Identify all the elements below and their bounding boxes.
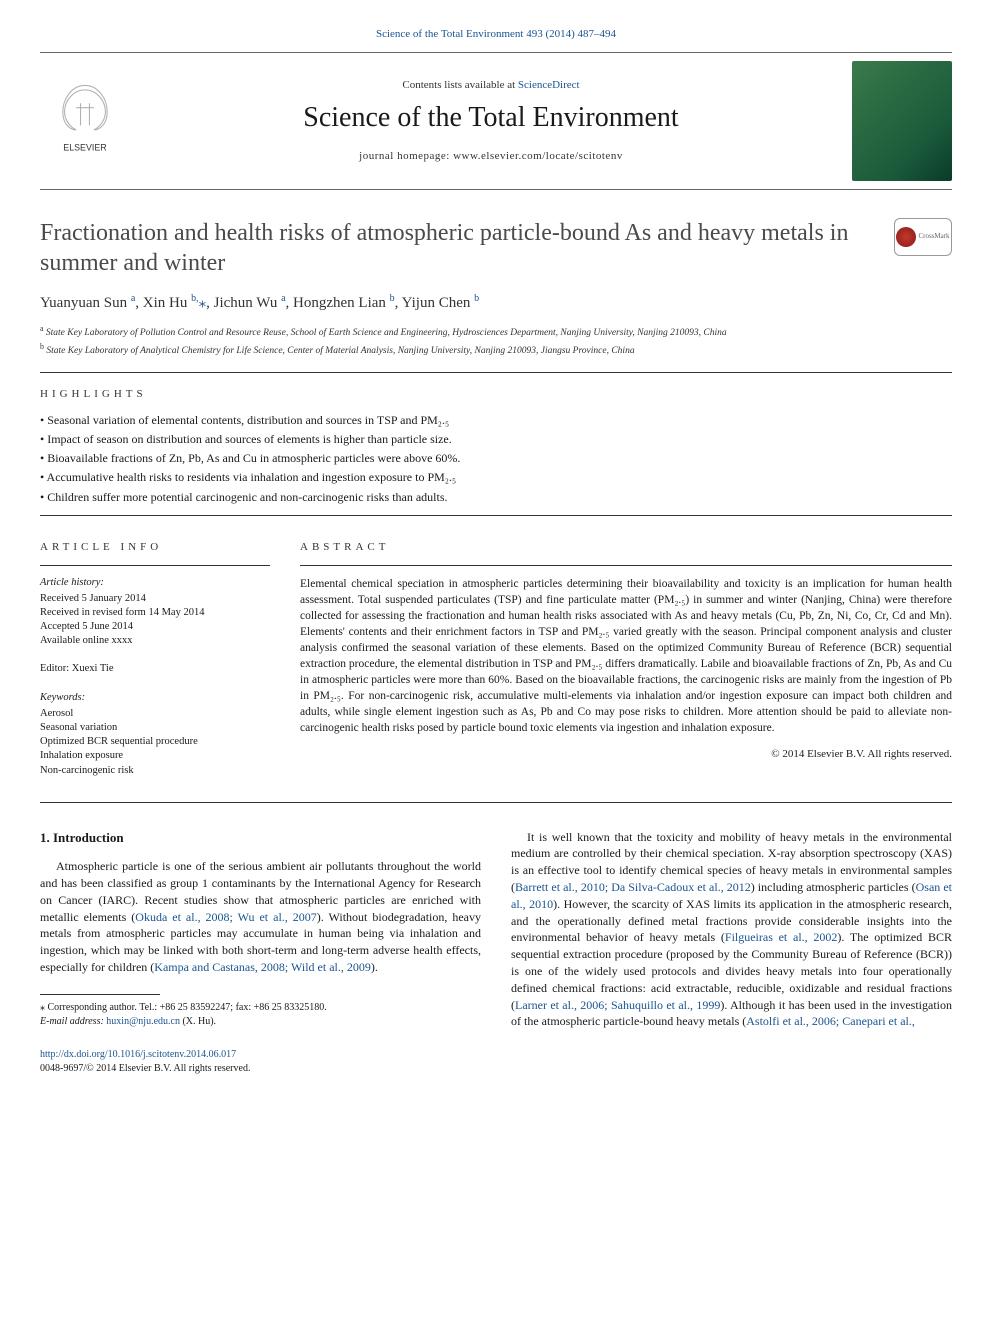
history-line: Available online xxxx xyxy=(40,634,270,648)
title-row: Fractionation and health risks of atmosp… xyxy=(40,218,952,278)
rule xyxy=(300,565,952,566)
email-link[interactable]: huxin@nju.edu.cn xyxy=(106,1016,180,1027)
affiliations: a State Key Laboratory of Pollution Cont… xyxy=(40,323,952,358)
article-history: Article history: Received 5 January 2014… xyxy=(40,576,270,649)
article-info-label: ARTICLE INFO xyxy=(40,540,270,555)
editor-name: Xuexi Tie xyxy=(72,663,114,674)
intro-para-2: It is well known that the toxicity and m… xyxy=(511,829,952,1031)
keywords-block: Keywords: AerosolSeasonal variationOptim… xyxy=(40,691,270,778)
article-info-col: ARTICLE INFO Article history: Received 5… xyxy=(40,526,270,792)
highlight-item: Accumulative health risks to residents v… xyxy=(40,469,952,485)
crossmark-label: CrossMark xyxy=(918,232,949,241)
citation-link[interactable]: Kampa and Castanas, 2008; Wild et al., 2… xyxy=(154,960,371,974)
keyword: Optimized BCR sequential procedure xyxy=(40,735,270,749)
keyword: Inhalation exposure xyxy=(40,749,270,763)
page-header-citation: Science of the Total Environment 493 (20… xyxy=(40,24,952,42)
authors-line: Yuanyuan Sun a, Xin Hu b,⁎, Jichun Wu a,… xyxy=(40,292,952,313)
highlight-item: Children suffer more potential carcinoge… xyxy=(40,489,952,505)
footnote-rule xyxy=(40,994,160,995)
available-prefix: Contents lists available at xyxy=(402,79,517,91)
rule xyxy=(40,565,270,566)
affiliation-line: a State Key Laboratory of Pollution Cont… xyxy=(40,323,952,340)
abstract-copyright: © 2014 Elsevier B.V. All rights reserved… xyxy=(300,747,952,762)
journal-title: Science of the Total Environment xyxy=(130,99,852,137)
journal-cover-thumbnail xyxy=(852,61,952,181)
citation-link[interactable]: Filgueiras et al., 2002 xyxy=(725,930,838,944)
email-line: E-mail address: huxin@nju.edu.cn (X. Hu)… xyxy=(40,1015,481,1029)
keyword: Aerosol xyxy=(40,707,270,721)
corresponding-author-footnote: ⁎ Corresponding author. Tel.: +86 25 835… xyxy=(40,1001,481,1029)
keyword: Non-carcinogenic risk xyxy=(40,764,270,778)
intro-text: ) including atmospheric particles ( xyxy=(751,880,916,894)
history-line: Accepted 5 June 2014 xyxy=(40,620,270,634)
issn-copyright: 0048-9697/© 2014 Elsevier B.V. All right… xyxy=(40,1062,952,1076)
homepage-prefix: journal homepage: xyxy=(359,150,453,162)
crossmark-badge[interactable]: CrossMark xyxy=(894,218,952,256)
abstract-text: Elemental chemical speciation in atmosph… xyxy=(300,576,952,737)
intro-heading: 1. Introduction xyxy=(40,829,481,847)
doi-link[interactable]: http://dx.doi.org/10.1016/j.scitotenv.20… xyxy=(40,1049,236,1060)
sciencedirect-link[interactable]: ScienceDirect xyxy=(518,79,580,91)
keyword: Seasonal variation xyxy=(40,721,270,735)
body-col-left: 1. Introduction Atmospheric particle is … xyxy=(40,829,481,1031)
header-center: Contents lists available at ScienceDirec… xyxy=(130,78,852,163)
journal-homepage: journal homepage: www.elsevier.com/locat… xyxy=(130,149,852,164)
citation-link[interactable]: Barrett et al., 2010; Da Silva-Cadoux et… xyxy=(515,880,751,894)
rule xyxy=(40,372,952,373)
corr-line: ⁎ Corresponding author. Tel.: +86 25 835… xyxy=(40,1001,481,1015)
rule xyxy=(40,802,952,803)
intro-text: ). xyxy=(371,960,378,974)
highlight-item: Seasonal variation of elemental contents… xyxy=(40,412,952,428)
citation-link[interactable]: Science of the Total Environment 493 (20… xyxy=(376,28,616,40)
page-footer: http://dx.doi.org/10.1016/j.scitotenv.20… xyxy=(40,1048,952,1075)
citation-link[interactable]: Astolfi et al., 2006; Canepari et al., xyxy=(746,1014,915,1028)
info-abstract-row: ARTICLE INFO Article history: Received 5… xyxy=(40,526,952,792)
citation-link[interactable]: Okuda et al., 2008; Wu et al., 2007 xyxy=(135,910,317,924)
history-line: Received 5 January 2014 xyxy=(40,592,270,606)
editor-block: Editor: Xuexi Tie xyxy=(40,662,270,676)
affiliation-line: b State Key Laboratory of Analytical Che… xyxy=(40,341,952,358)
crossmark-icon xyxy=(896,227,916,247)
elsevier-text: ELSEVIER xyxy=(63,142,106,152)
homepage-url: www.elsevier.com/locate/scitotenv xyxy=(453,150,623,162)
email-suffix: (X. Hu). xyxy=(180,1016,216,1027)
keywords-hdr: Keywords: xyxy=(40,691,270,705)
highlight-item: Bioavailable fractions of Zn, Pb, As and… xyxy=(40,450,952,466)
rule xyxy=(40,515,952,516)
abstract-col: ABSTRACT Elemental chemical speciation i… xyxy=(300,526,952,792)
history-line: Received in revised form 14 May 2014 xyxy=(40,606,270,620)
article-title: Fractionation and health risks of atmosp… xyxy=(40,218,894,278)
citation-link[interactable]: Larner et al., 2006; Sahuquillo et al., … xyxy=(515,998,720,1012)
editor-label: Editor: xyxy=(40,663,69,674)
sciencedirect-line: Contents lists available at ScienceDirec… xyxy=(130,78,852,93)
elsevier-logo: ELSEVIER xyxy=(40,76,130,166)
body-columns: 1. Introduction Atmospheric particle is … xyxy=(40,829,952,1031)
journal-header: ELSEVIER Contents lists available at Sci… xyxy=(40,52,952,190)
highlights-label: HIGHLIGHTS xyxy=(40,387,952,402)
highlights-list: Seasonal variation of elemental contents… xyxy=(40,412,952,505)
highlight-item: Impact of season on distribution and sou… xyxy=(40,431,952,447)
history-hdr: Article history: xyxy=(40,576,270,590)
intro-para-1: Atmospheric particle is one of the serio… xyxy=(40,858,481,976)
body-col-right: It is well known that the toxicity and m… xyxy=(511,829,952,1031)
abstract-label: ABSTRACT xyxy=(300,540,952,555)
email-label: E-mail address: xyxy=(40,1016,106,1027)
